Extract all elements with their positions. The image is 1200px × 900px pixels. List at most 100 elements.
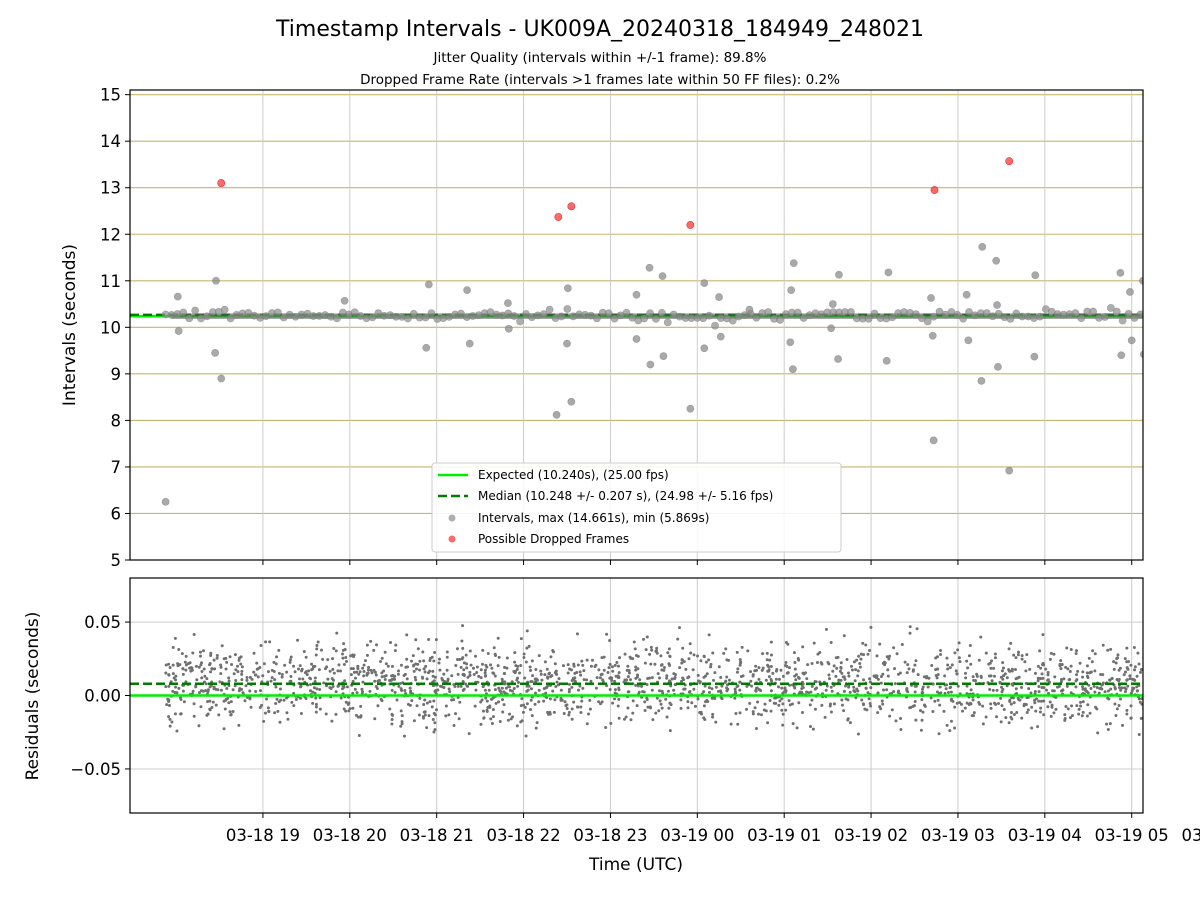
residual-point xyxy=(432,659,436,663)
residual-point xyxy=(1193,664,1196,667)
residual-point xyxy=(1020,657,1024,661)
residual-point xyxy=(842,675,846,679)
residual-point xyxy=(528,665,532,669)
residual-point xyxy=(968,644,972,648)
residual-point xyxy=(331,657,335,661)
residual-point xyxy=(999,675,1003,679)
residual-point xyxy=(188,666,192,670)
residual-point xyxy=(1048,700,1052,704)
residual-point xyxy=(357,672,361,676)
residual-point xyxy=(285,670,289,674)
residual-point xyxy=(953,705,957,709)
residual-point xyxy=(1135,674,1139,678)
residual-point xyxy=(1001,661,1005,665)
residual-point xyxy=(492,672,496,676)
interval-point xyxy=(993,301,1001,309)
residual-point xyxy=(273,711,277,715)
residual-point xyxy=(305,673,309,677)
residual-point xyxy=(971,698,975,702)
residual-point xyxy=(1133,678,1137,682)
residual-point xyxy=(999,685,1003,689)
residual-point xyxy=(433,728,437,732)
residual-point xyxy=(686,706,690,710)
residual-point xyxy=(828,704,832,708)
interval-point xyxy=(340,296,349,305)
residual-point xyxy=(1059,667,1063,671)
residual-point xyxy=(229,713,233,717)
residual-point xyxy=(687,657,691,661)
residual-point xyxy=(559,688,563,692)
residual-point xyxy=(662,666,666,670)
residual-point xyxy=(1193,703,1196,706)
residual-point xyxy=(557,677,561,681)
residual-point xyxy=(1070,704,1074,708)
residual-point xyxy=(989,674,993,678)
residual-point xyxy=(438,668,442,672)
chart-subtitle-dropped: Dropped Frame Rate (intervals >1 frames … xyxy=(360,72,840,88)
dropped-frame-point xyxy=(554,213,563,221)
residual-point xyxy=(1113,687,1117,691)
residual-point xyxy=(461,680,465,684)
residual-point xyxy=(618,656,622,660)
residual-point xyxy=(842,634,846,638)
residual-point xyxy=(488,705,492,709)
intervals-y-tick-label: 14 xyxy=(100,132,121,151)
residual-point xyxy=(1171,637,1174,640)
residual-point xyxy=(361,680,365,684)
residual-point xyxy=(935,690,939,694)
residual-point xyxy=(548,712,552,716)
residual-point xyxy=(1012,712,1016,716)
interval-point xyxy=(1130,314,1139,322)
residual-point xyxy=(1052,711,1056,715)
x-tick-label: 03-18 19 xyxy=(226,826,300,845)
residual-point xyxy=(1179,698,1182,701)
residual-point xyxy=(1174,637,1177,640)
residual-point xyxy=(722,651,726,655)
residual-point xyxy=(823,715,827,719)
residual-point xyxy=(998,680,1002,684)
residual-point xyxy=(711,712,715,716)
residual-point xyxy=(676,637,680,641)
residual-point xyxy=(240,665,244,669)
residual-point xyxy=(913,690,917,694)
residual-point xyxy=(1175,698,1178,701)
interval-point xyxy=(545,305,554,314)
residual-point xyxy=(460,639,464,643)
residual-point xyxy=(365,643,369,647)
residual-point xyxy=(313,679,317,683)
interval-point xyxy=(776,316,784,324)
legend-intervals-swatch xyxy=(448,514,456,522)
residual-point xyxy=(341,684,345,688)
residual-point xyxy=(529,698,533,702)
residual-point xyxy=(670,677,674,681)
residual-point xyxy=(1116,653,1120,657)
residual-point xyxy=(170,720,174,724)
residual-point xyxy=(783,689,787,693)
residual-point xyxy=(1038,649,1042,653)
residual-point xyxy=(203,674,207,678)
interval-point xyxy=(409,309,418,318)
residual-point xyxy=(825,684,829,688)
residual-point xyxy=(633,647,637,651)
residual-point xyxy=(1096,731,1100,735)
residual-point xyxy=(958,660,962,664)
residual-point xyxy=(945,723,949,727)
residual-point xyxy=(931,682,935,686)
residual-point xyxy=(895,652,899,656)
residual-point xyxy=(763,702,767,706)
residual-point xyxy=(459,665,463,669)
interval-point xyxy=(705,311,714,320)
residual-point xyxy=(867,697,871,701)
residual-point xyxy=(836,655,840,659)
residual-point xyxy=(780,697,784,701)
x-tick-label: 03-19 03 xyxy=(921,826,995,845)
residual-point xyxy=(332,671,336,675)
residual-point xyxy=(1085,671,1089,675)
residual-point xyxy=(886,668,890,672)
residual-point xyxy=(244,684,248,688)
residual-point xyxy=(665,715,669,719)
residual-point xyxy=(929,696,933,700)
interval-point xyxy=(504,324,513,333)
residual-point xyxy=(919,728,923,732)
residual-point xyxy=(761,652,765,656)
